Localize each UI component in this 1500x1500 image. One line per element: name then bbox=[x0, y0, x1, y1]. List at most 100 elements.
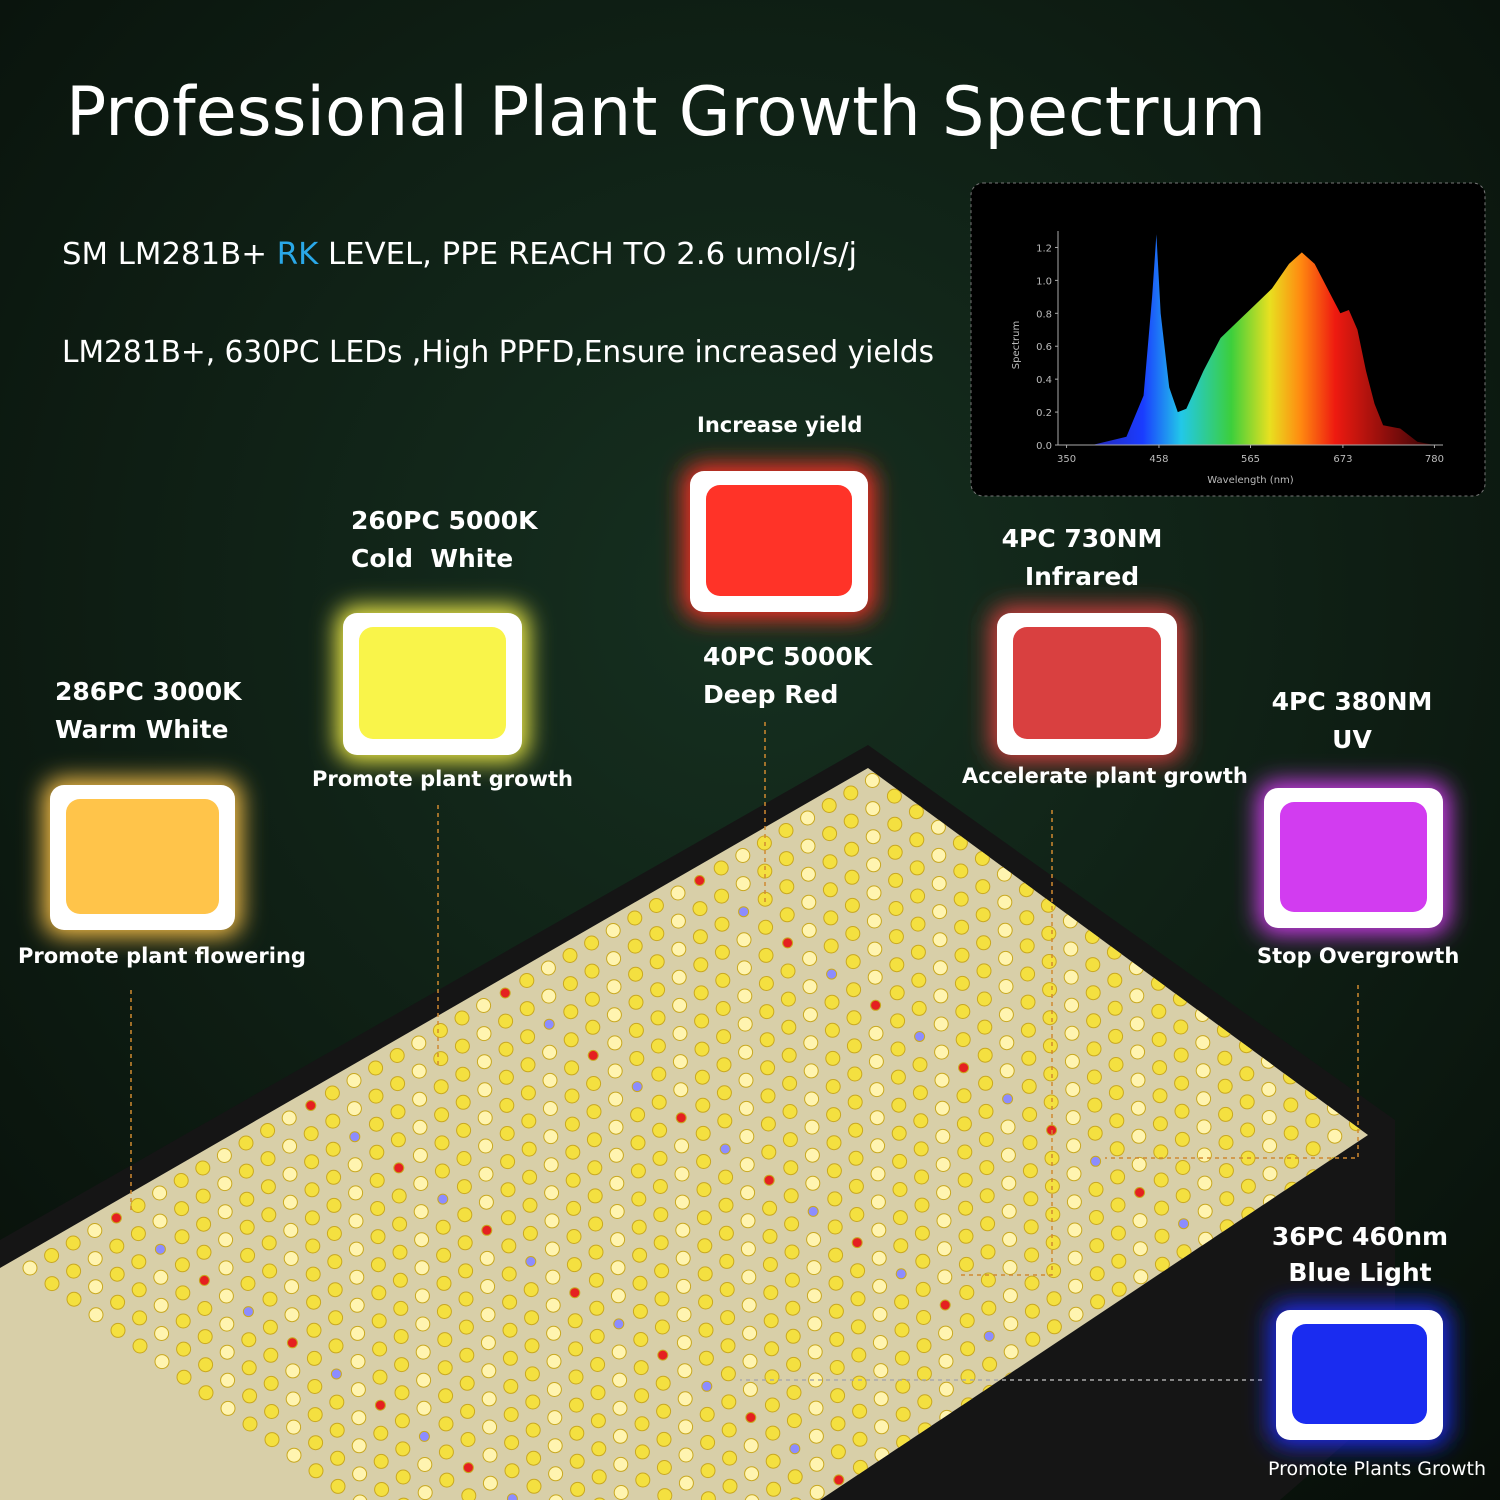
led-dot bbox=[1109, 1141, 1125, 1157]
led-dot bbox=[591, 1441, 607, 1457]
led-dot bbox=[1090, 1155, 1102, 1167]
led-dot bbox=[349, 1131, 361, 1143]
led-dot bbox=[808, 1400, 824, 1416]
led-dot bbox=[997, 894, 1013, 910]
led-dot bbox=[481, 1391, 497, 1407]
led-dot bbox=[1090, 1294, 1106, 1310]
led-dot bbox=[433, 1079, 449, 1095]
led-dot bbox=[693, 957, 709, 973]
led-dot bbox=[715, 1001, 731, 1016]
led-dot bbox=[891, 1097, 907, 1113]
led-dot bbox=[782, 937, 794, 949]
led-dot bbox=[892, 1182, 908, 1197]
led-dot bbox=[327, 1282, 343, 1298]
led-dot bbox=[390, 1076, 406, 1092]
led-dot bbox=[612, 1400, 628, 1416]
led-dot bbox=[131, 1282, 147, 1298]
led-dot bbox=[778, 823, 794, 838]
chip-label: 36PC 460nm bbox=[1272, 1222, 1448, 1251]
led-dot bbox=[1089, 1266, 1105, 1282]
led-dot bbox=[692, 901, 708, 917]
chip-caption: Accelerate plant growth bbox=[962, 764, 1248, 788]
led-dot bbox=[800, 866, 816, 882]
led-dot bbox=[1152, 1088, 1168, 1104]
led-dot bbox=[827, 1191, 843, 1207]
led-dot bbox=[1217, 1050, 1233, 1066]
led-dot bbox=[605, 923, 621, 938]
led-dot bbox=[808, 1428, 824, 1444]
led-dot bbox=[500, 1154, 516, 1170]
led-dot bbox=[914, 1031, 926, 1042]
led-dot bbox=[65, 1235, 81, 1251]
led-dot bbox=[824, 1022, 840, 1038]
led-dot bbox=[785, 1300, 801, 1316]
led-dot bbox=[701, 1380, 713, 1392]
led-dot bbox=[1111, 1281, 1127, 1297]
led-dot bbox=[979, 1188, 995, 1204]
led-dot bbox=[545, 1269, 561, 1285]
led-dot bbox=[525, 1422, 541, 1438]
led-dot bbox=[369, 1172, 385, 1188]
led-dot bbox=[521, 1113, 537, 1129]
led-dot bbox=[1153, 1172, 1169, 1188]
led-dot bbox=[563, 1032, 579, 1048]
x-tick-label: 780 bbox=[1425, 454, 1444, 465]
led-dot bbox=[1131, 1128, 1147, 1144]
led-dot bbox=[803, 1063, 819, 1079]
led-dot bbox=[887, 844, 903, 860]
led-dot bbox=[1196, 1119, 1212, 1135]
led-dot bbox=[1109, 1113, 1125, 1129]
led-dot bbox=[477, 1082, 493, 1098]
led-dot bbox=[936, 1185, 952, 1201]
led-dot bbox=[938, 1353, 954, 1369]
led-dot bbox=[261, 1207, 277, 1223]
led-dot bbox=[983, 1330, 995, 1342]
led-dot bbox=[304, 1154, 320, 1170]
led-dot bbox=[462, 1462, 474, 1474]
led-dot bbox=[519, 1001, 535, 1017]
led-dot bbox=[657, 1349, 669, 1361]
led-dot bbox=[958, 1062, 970, 1074]
led-dot bbox=[743, 1438, 759, 1454]
led-dot bbox=[437, 1332, 453, 1348]
led-dot bbox=[912, 1085, 928, 1101]
led-dot bbox=[931, 876, 947, 891]
led-dot bbox=[607, 1035, 623, 1051]
led-dot bbox=[678, 1475, 694, 1491]
led-dot bbox=[656, 1403, 672, 1419]
led-dot bbox=[586, 1132, 602, 1148]
led-dot bbox=[501, 1238, 517, 1254]
led-dot bbox=[590, 1385, 606, 1401]
led-dot bbox=[1045, 1206, 1061, 1222]
led-dot bbox=[1067, 1250, 1083, 1266]
led-dot bbox=[196, 1216, 212, 1232]
led-dot bbox=[846, 982, 862, 998]
led-dot bbox=[804, 1091, 820, 1107]
led-dot bbox=[286, 1447, 302, 1463]
led-dot bbox=[864, 773, 880, 788]
led-dot bbox=[937, 1269, 953, 1285]
led-dot bbox=[675, 1250, 691, 1266]
leader-lines bbox=[130, 722, 1359, 1381]
led-dot bbox=[635, 1472, 651, 1488]
led-dot bbox=[737, 988, 753, 1004]
led-dot bbox=[740, 1241, 756, 1257]
led-dot bbox=[1085, 957, 1101, 973]
led-dot bbox=[563, 1004, 579, 1020]
led-dot bbox=[764, 1341, 780, 1357]
led-dot bbox=[786, 1356, 802, 1372]
led-dot bbox=[481, 1224, 493, 1236]
led-dot bbox=[176, 1369, 192, 1385]
led-dot bbox=[908, 804, 924, 820]
led-dot bbox=[566, 1257, 582, 1273]
led-dot bbox=[627, 910, 643, 926]
led-dot bbox=[351, 1410, 367, 1426]
led-dot bbox=[671, 969, 687, 985]
led-dot bbox=[738, 1044, 754, 1060]
led-dot bbox=[975, 907, 991, 923]
led-dot bbox=[628, 1022, 644, 1038]
led-dot bbox=[1064, 997, 1080, 1013]
x-tick-label: 350 bbox=[1057, 454, 1076, 465]
led-dot bbox=[329, 1422, 345, 1438]
